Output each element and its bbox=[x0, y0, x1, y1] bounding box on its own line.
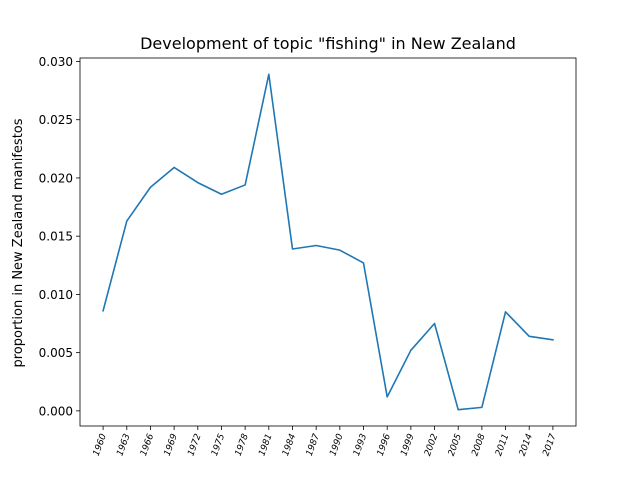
x-tick-label: 1990 bbox=[328, 432, 345, 457]
x-tick-label: 1978 bbox=[234, 432, 251, 457]
x-tick-label: 1996 bbox=[376, 432, 393, 457]
x-tick-label: 1999 bbox=[399, 432, 416, 457]
y-tick-label: 0.000 bbox=[39, 404, 73, 418]
y-tick-label: 0.025 bbox=[39, 113, 73, 127]
x-tick-label: 2014 bbox=[518, 432, 535, 457]
series-line bbox=[102, 73, 554, 411]
y-tick-label: 0.010 bbox=[39, 288, 73, 302]
y-tick-label: 0.030 bbox=[39, 55, 73, 69]
x-tick-label: 1966 bbox=[139, 432, 156, 457]
y-axis-label: proportion in New Zealand manifestos bbox=[11, 118, 26, 367]
x-tick-label: 2017 bbox=[541, 432, 558, 457]
plot-area: 0.000 0.005 0.010 0.015 0.020 0.025 0.030 1960 1… bbox=[39, 55, 577, 458]
x-tick-label: 1960 bbox=[92, 432, 109, 457]
x-tick-label: 1969 bbox=[163, 432, 180, 457]
x-tick-label: 2011 bbox=[494, 433, 511, 458]
y-tick-label: 0.015 bbox=[39, 230, 73, 244]
y-tick-label: 0.020 bbox=[39, 171, 73, 185]
axes-frame bbox=[79, 57, 577, 427]
y-tick-label: 0.005 bbox=[39, 346, 73, 360]
x-tick-label: 1981 bbox=[257, 433, 274, 458]
x-tick-label: 2002 bbox=[423, 432, 440, 457]
x-tick-label: 1993 bbox=[352, 432, 369, 457]
x-tick-label: 2008 bbox=[470, 432, 487, 457]
x-tick-label: 1984 bbox=[281, 432, 298, 457]
x-tick-label: 2005 bbox=[447, 432, 464, 457]
x-tick-label: 1972 bbox=[186, 432, 203, 457]
chart-title: Development of topic "fishing" in New Ze… bbox=[140, 34, 516, 53]
x-tick-label: 1987 bbox=[305, 432, 322, 457]
x-tick-label: 1975 bbox=[210, 432, 227, 457]
x-tick-label: 1963 bbox=[115, 432, 132, 457]
